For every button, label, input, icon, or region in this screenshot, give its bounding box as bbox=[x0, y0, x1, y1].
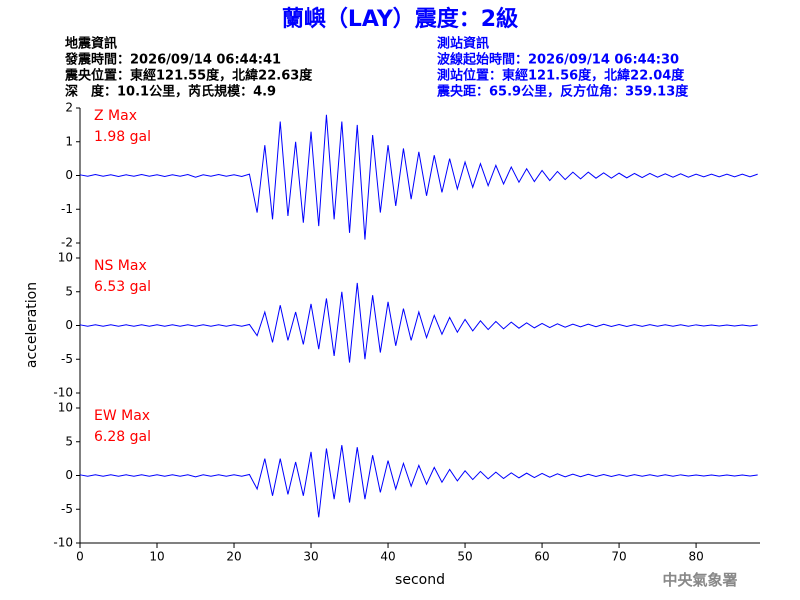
x-tick-label: 60 bbox=[534, 550, 549, 564]
y-axis-label: acceleration bbox=[24, 282, 40, 368]
info-line: 地震資訊 bbox=[65, 36, 117, 52]
x-tick-label: 40 bbox=[380, 550, 395, 564]
y-tick-label: 10 bbox=[58, 251, 73, 265]
y-tick-label: -1 bbox=[61, 202, 73, 216]
info-line: 深 度：10.1公里，芮氏規模：4.9 bbox=[65, 84, 276, 100]
waveform bbox=[79, 114, 758, 240]
annotation: NS Max bbox=[94, 258, 147, 274]
y-tick-label: -5 bbox=[61, 502, 73, 516]
x-tick-label: 0 bbox=[76, 550, 84, 564]
y-tick-label: -10 bbox=[53, 386, 73, 400]
chart-title: 蘭嶼（LAY）震度：2級 bbox=[282, 6, 518, 32]
x-tick-label: 70 bbox=[611, 550, 626, 564]
annotation: Z Max bbox=[94, 108, 137, 124]
y-tick-label: 5 bbox=[65, 284, 73, 298]
annotation: 6.53 gal bbox=[94, 279, 151, 295]
y-tick-label: -10 bbox=[53, 536, 73, 550]
y-tick-label: 2 bbox=[65, 101, 73, 115]
y-tick-label: 0 bbox=[65, 318, 73, 332]
info-line: 震央距：65.9公里，反方位角：359.13度 bbox=[436, 84, 689, 100]
info-line: 波線起始時間：2026/09/14 06:44:30 bbox=[437, 52, 679, 68]
x-tick-label: 30 bbox=[303, 550, 318, 564]
footer: 中央氣象署 bbox=[662, 571, 737, 589]
waveform bbox=[79, 445, 758, 518]
x-axis-label: second bbox=[395, 572, 445, 588]
info-line: 測站資訊 bbox=[437, 36, 489, 52]
info-line: 測站位置：東經121.56度，北緯22.04度 bbox=[437, 68, 685, 84]
annotation: 1.98 gal bbox=[94, 129, 151, 145]
x-tick-label: 80 bbox=[688, 550, 703, 564]
waveform bbox=[79, 282, 758, 363]
annotation: EW Max bbox=[94, 408, 150, 424]
y-tick-label: -2 bbox=[61, 236, 73, 250]
x-tick-label: 50 bbox=[457, 550, 472, 564]
x-tick-label: 20 bbox=[226, 550, 241, 564]
y-tick-label: 0 bbox=[65, 468, 73, 482]
y-tick-label: 10 bbox=[58, 401, 73, 415]
y-tick-label: -5 bbox=[61, 352, 73, 366]
x-tick-label: 10 bbox=[149, 550, 164, 564]
y-tick-label: 0 bbox=[65, 168, 73, 182]
info-line: 震央位置：東經121.55度，北緯22.63度 bbox=[64, 68, 313, 84]
y-tick-label: 1 bbox=[65, 134, 73, 148]
annotation: 6.28 gal bbox=[94, 429, 151, 445]
info-line: 發震時間：2026/09/14 06:44:41 bbox=[64, 52, 281, 68]
y-tick-label: 5 bbox=[65, 434, 73, 448]
